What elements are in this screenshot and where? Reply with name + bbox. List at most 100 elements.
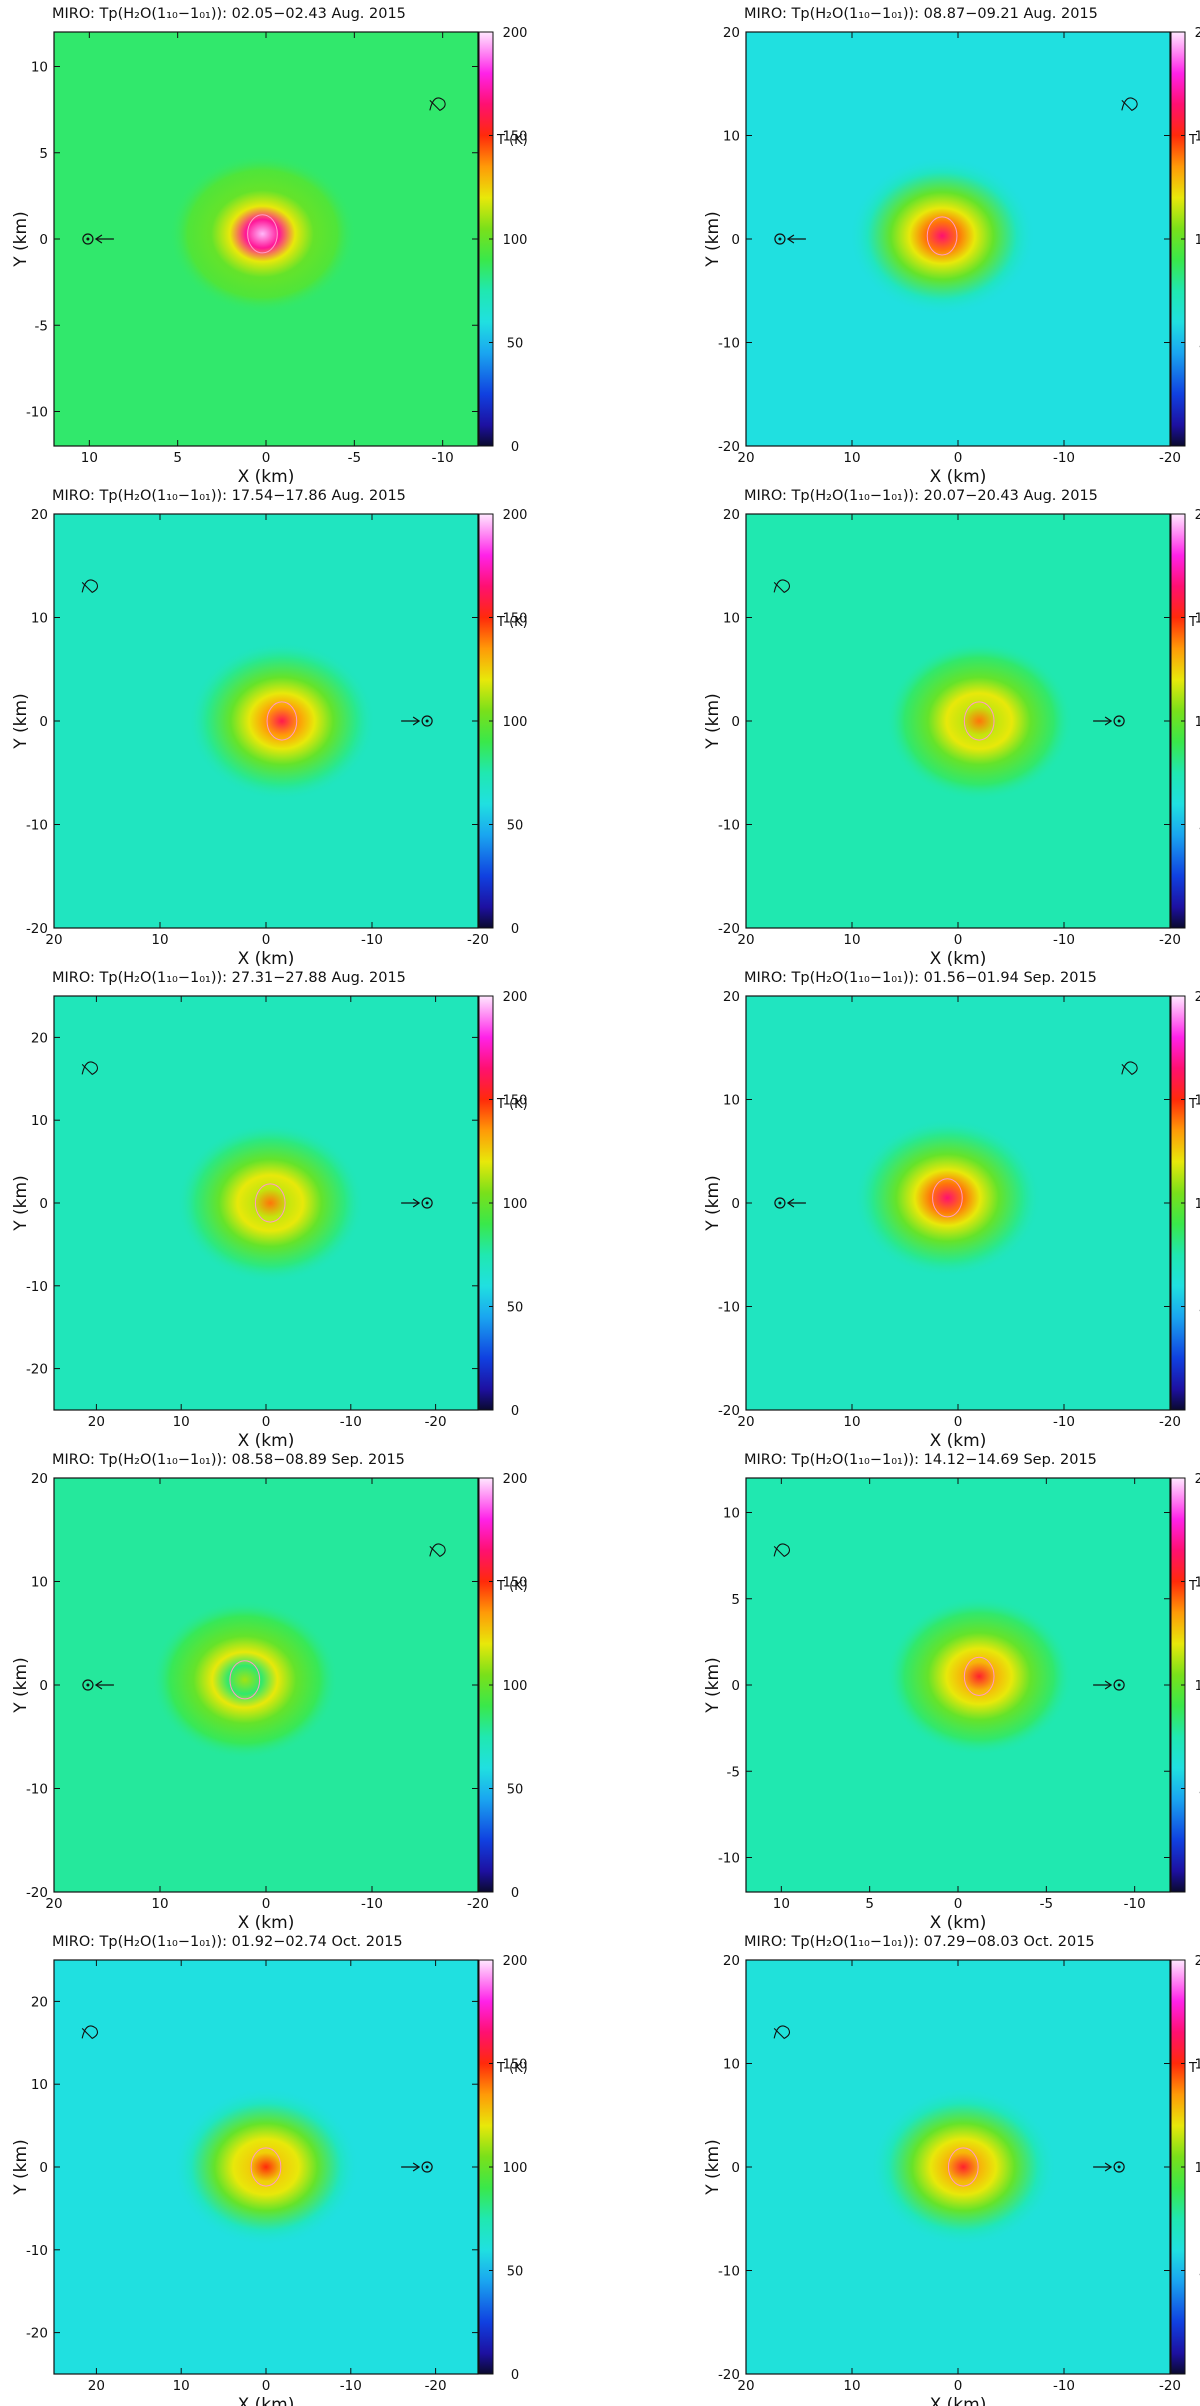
colorbar-tick-label: 50 <box>507 1301 524 1316</box>
y-axis-label: Y (km) <box>703 1175 723 1231</box>
nucleus-outline <box>250 2147 282 2187</box>
colorbar-tick-label: 100 <box>1195 1197 1200 1212</box>
x-tick-label: 20 <box>737 2378 754 2394</box>
y-tick-label: 20 <box>31 507 48 523</box>
colorbar-tick-label: 100 <box>503 1679 528 1694</box>
x-tick-label: -10 <box>1053 1414 1075 1430</box>
y-tick-label: 0 <box>39 2160 48 2176</box>
x-axis-label: X (km) <box>930 1913 987 1933</box>
rotation-axis-icon <box>1121 1061 1138 1076</box>
sun-arrowhead-icon <box>412 1198 421 1208</box>
y-axis-label: Y (km) <box>703 2139 723 2195</box>
rotation-axis-icon <box>773 579 791 594</box>
x-axis-label: X (km) <box>930 2395 987 2406</box>
y-tick-label: -5 <box>35 318 48 334</box>
sun-dot-icon <box>1117 1683 1121 1687</box>
x-tick-label: -10 <box>340 1414 362 1430</box>
colorbar-tick-label: 200 <box>1195 1954 1200 1969</box>
x-tick-label: -10 <box>361 1896 383 1912</box>
y-tick-label: 0 <box>731 714 740 730</box>
x-tick-label: -20 <box>467 932 489 948</box>
y-tick-label: -10 <box>26 2243 48 2259</box>
sun-dot-icon <box>425 1201 429 1205</box>
sun-arrowhead-icon <box>1104 716 1113 726</box>
x-tick-label: 20 <box>737 932 754 948</box>
rotation-axis-icon <box>81 2025 99 2040</box>
x-axis-label: X (km) <box>238 467 295 487</box>
y-tick-label: 20 <box>723 989 740 1005</box>
y-axis-label: Y (km) <box>11 1657 31 1713</box>
x-tick-label: 10 <box>843 1414 860 1430</box>
x-axis-label: X (km) <box>238 2395 295 2406</box>
x-tick-label: -10 <box>1124 1896 1146 1912</box>
colorbar-label: T (K) <box>496 1097 528 1112</box>
hotspot <box>188 641 376 801</box>
colorbar-tick-label: 50 <box>1199 1301 1200 1316</box>
colorbar-tick-label: 0 <box>511 1886 519 1901</box>
sun-arrowhead-icon <box>786 1198 795 1208</box>
nucleus-outline <box>932 1178 963 1218</box>
sun-arrowhead-icon <box>412 716 421 726</box>
sun-dot-icon <box>1117 2165 1121 2169</box>
y-tick-label: 0 <box>39 1196 48 1212</box>
x-tick-label: -10 <box>340 2378 362 2394</box>
hotspot <box>176 1123 364 1283</box>
hotspot <box>885 641 1073 801</box>
nucleus-outline <box>926 216 958 256</box>
colorbar-label: T (K) <box>1188 1097 1200 1112</box>
x-axis-label: X (km) <box>930 1431 987 1451</box>
x-tick-label: 0 <box>262 1414 271 1430</box>
x-tick-label: 10 <box>151 1896 168 1912</box>
x-tick-label: 20 <box>88 2378 105 2394</box>
colorbar-tick-label: 100 <box>1195 715 1200 730</box>
colorbar-tick-label: 0 <box>511 2368 519 2383</box>
panel-9: MIRO: Tp(H₂O(1₁₀−1₀₁)): 01.92−02.74 Oct.… <box>11 1934 528 2406</box>
colorbar-tick-label: 200 <box>503 1472 528 1487</box>
y-axis-label: Y (km) <box>703 693 723 749</box>
nucleus-outline <box>963 701 995 741</box>
panel-3: MIRO: Tp(H₂O(1₁₀−1₀₁)): 17.54−17.86 Aug.… <box>11 488 528 969</box>
colorbar-tick-label: 100 <box>503 233 528 248</box>
panel-6: MIRO: Tp(H₂O(1₁₀−1₀₁)): 01.56−01.94 Sep.… <box>703 970 1200 1451</box>
colorbar-tick-label: 100 <box>1195 233 1200 248</box>
y-tick-label: 20 <box>31 1471 48 1487</box>
colorbar-tick-label: 100 <box>503 2161 528 2176</box>
y-tick-label: 10 <box>723 611 740 627</box>
colorbar-label: T (K) <box>1188 1579 1200 1594</box>
x-axis-label: X (km) <box>238 949 295 969</box>
sun-symbol-icon <box>421 715 433 727</box>
y-tick-label: -10 <box>26 1782 48 1798</box>
colorbar-label: T (K) <box>1188 133 1200 148</box>
rotation-axis-icon <box>81 1061 99 1076</box>
nucleus-outline <box>963 1656 995 1696</box>
panel-8: MIRO: Tp(H₂O(1₁₀−1₀₁)): 14.12−14.69 Sep.… <box>703 1452 1200 1933</box>
y-tick-label: 0 <box>731 2160 740 2176</box>
colorbar-tick-label: 50 <box>1199 1783 1200 1798</box>
y-tick-label: 0 <box>731 1678 740 1694</box>
rotation-axis-icon <box>81 579 99 594</box>
colorbar-tick-label: 200 <box>503 26 528 41</box>
x-tick-label: 0 <box>954 932 963 948</box>
y-tick-label: -20 <box>26 2326 48 2342</box>
x-tick-label: 0 <box>262 932 271 948</box>
sun-symbol-icon <box>82 233 94 245</box>
y-tick-label: 20 <box>31 1030 48 1046</box>
x-tick-label: 10 <box>843 2378 860 2394</box>
y-tick-label: 10 <box>31 1575 48 1591</box>
y-axis-label: Y (km) <box>11 693 31 749</box>
colorbar-tick-label: 100 <box>503 1197 528 1212</box>
colorbar-tick-label: 200 <box>503 1954 528 1969</box>
colorbar-tick-label: 50 <box>507 1783 524 1798</box>
y-tick-label: -20 <box>718 921 740 937</box>
hotspot <box>151 1600 339 1760</box>
y-tick-label: 5 <box>39 146 48 162</box>
x-tick-label: -10 <box>432 450 454 466</box>
panel-2: MIRO: Tp(H₂O(1₁₀−1₀₁)): 08.87−09.21 Aug.… <box>703 6 1200 487</box>
colorbar-tick-label: 150 <box>503 1576 528 1591</box>
colorbar-tick-label: 150 <box>503 2058 528 2073</box>
panel-title: MIRO: Tp(H₂O(1₁₀−1₀₁)): 01.56−01.94 Sep.… <box>744 970 1097 986</box>
colorbar-tick-label: 150 <box>503 130 528 145</box>
colorbar-tick-label: 150 <box>1195 130 1200 145</box>
colorbar-tick-label: 100 <box>1195 2161 1200 2176</box>
